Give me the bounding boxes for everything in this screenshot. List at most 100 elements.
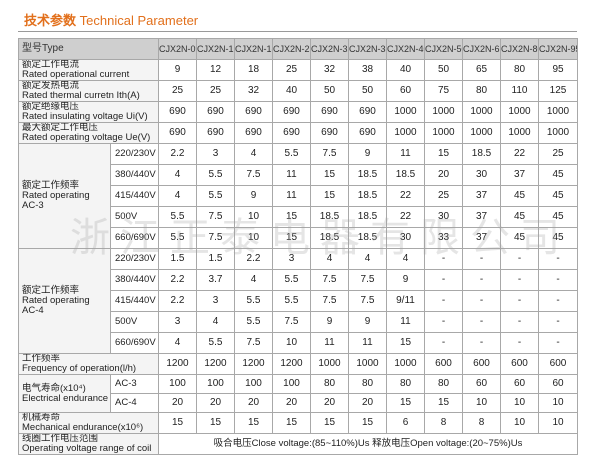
value-cell: 25 [272,59,311,81]
header-model: CJX2N-38 [348,38,387,60]
value-cell: - [500,311,539,333]
header-model: CJX2N-09 [158,38,197,60]
value-cell: - [424,269,463,291]
value-cell: 18.5 [348,227,387,249]
sub-label: 415/440V [110,185,159,207]
value-cell: 30 [386,227,425,249]
value-cell: 20 [234,393,273,413]
value-cell: 18.5 [386,164,425,186]
table-row: 500V 3 4 5.5 7.5 9 9 11- - - - [19,311,578,333]
value-cell: 25 [538,143,578,165]
value-cell: 10 [234,227,273,249]
table-row: 额定工作频率 Rated operating AC-3 220/230V 2.2 3 4 5.… [18,143,578,249]
value-cell: 45 [500,227,539,249]
value-cell: 1.5 [158,248,197,270]
value-cell: 5.5 [234,311,273,333]
value-cell: 5.5 [196,185,235,207]
value-cell: 2.2 [158,290,197,312]
value-cell: 40 [386,59,425,81]
value-cell: 18.5 [462,143,501,165]
value-cell: 15 [424,143,463,165]
value-cell: 60 [462,374,501,394]
value-cell: 25 [424,185,463,207]
value-cell: 12 [196,59,235,81]
table-row: 最大额定工作电压 Rated operating voltage Ue(V) 690… [18,122,578,144]
value-cell: 600 [538,353,578,375]
value-cell: 7.5 [196,206,235,228]
row-label-current: 额定工作电流 Rated operational current [18,59,159,81]
value-cell: 10 [538,393,578,413]
value-cell: 9 [310,311,349,333]
value-cell: 1000 [386,101,425,123]
table-row: 型号Type CJX2N-09 CJX2N-12 CJX2N-18 CJX2N-25 CJ… [18,38,578,60]
value-cell: 45 [500,185,539,207]
value-cell: 3 [196,143,235,165]
value-cell: 25 [158,80,197,102]
value-cell: 18.5 [348,185,387,207]
header-type: 型号Type [18,38,159,60]
value-cell: - [462,248,501,270]
value-cell: 18.5 [348,206,387,228]
value-cell: - [424,332,463,354]
table-row: 工作频率 Frequency of operation(l/h) 1200 1200 1… [18,353,578,375]
value-cell: 690 [158,101,197,123]
value-cell: 690 [310,101,349,123]
value-cell: 30 [462,164,501,186]
row-label-electrical: 电气寿命(x10⁴) Electrical endurance [18,374,111,413]
value-cell: - [538,248,578,270]
value-cell: 80 [500,59,539,81]
value-cell: 9 [386,269,425,291]
value-cell: - [500,332,539,354]
value-cell: 7.5 [310,290,349,312]
value-cell: 80 [310,374,349,394]
value-cell: 1000 [386,122,425,144]
value-cell: - [462,311,501,333]
value-cell: 10 [500,393,539,413]
value-cell: - [462,269,501,291]
value-cell: 95 [538,59,578,81]
value-cell: 15 [158,412,197,434]
value-cell: 5.5 [234,290,273,312]
value-cell: 690 [196,122,235,144]
coil-voltage-range: 吸合电压Close voltage:(85~110%)Us 释放电压Open v… [158,433,578,455]
value-cell: 37 [500,164,539,186]
value-cell: 1000 [462,122,501,144]
value-cell: 1000 [500,122,539,144]
value-cell: 7.5 [310,143,349,165]
value-cell: 5.5 [158,227,197,249]
value-cell: 18.5 [310,206,349,228]
table-row: 额定绝缘电压 Rated insulating voltage Ui(V) 690 6… [18,101,578,123]
value-cell: 8 [462,412,501,434]
table-row: 额定发热电流 Rated thermal curretn Ith(A) 25 25 32… [18,80,578,102]
value-cell: 690 [348,122,387,144]
value-cell: 1000 [424,101,463,123]
value-cell: 690 [272,101,311,123]
value-cell: 80 [424,374,463,394]
value-cell: 690 [348,101,387,123]
value-cell: 690 [234,122,273,144]
value-cell: 7.5 [234,332,273,354]
value-cell: 45 [500,206,539,228]
value-cell: 1000 [538,122,578,144]
value-cell: 20 [348,393,387,413]
row-label-ac4: 额定工作频率 Rated operating AC-4 [18,248,111,354]
table-row: 415/440V 2.2 3 5.5 5.5 7.5 7.5 9/11- - - - [19,290,578,312]
value-cell: 15 [348,412,387,434]
table-row: 线圈工作电压范围 Operating voltage range of coil 吸… [18,433,578,455]
value-cell: 4 [158,185,197,207]
value-cell: 4 [234,143,273,165]
value-cell: - [538,269,578,291]
value-cell: 20 [196,393,235,413]
row-label-ac3: 额定工作频率 Rated operating AC-3 [18,143,111,249]
value-cell: 32 [310,59,349,81]
value-cell: 60 [500,374,539,394]
value-cell: 9 [234,185,273,207]
value-cell: 2.2 [158,143,197,165]
value-cell: 1200 [272,353,311,375]
value-cell: 80 [386,374,425,394]
value-cell: 4 [386,248,425,270]
value-cell: - [500,269,539,291]
value-cell: 11 [310,332,349,354]
value-cell: 18.5 [348,164,387,186]
value-cell: 100 [272,374,311,394]
